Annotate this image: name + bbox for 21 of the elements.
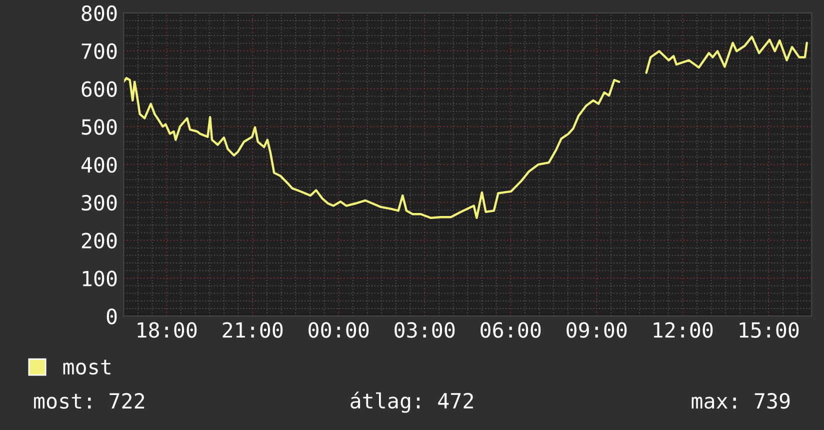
y-tick-label: 800 [82, 5, 117, 22]
text: max: 739 [692, 393, 790, 409]
y-tick-label: 500 [82, 119, 117, 135]
y-tick-label: 600 [82, 81, 117, 97]
y-tick-label: 0 [106, 308, 117, 324]
x-tick-label: 00:00 [308, 322, 369, 338]
legend-label: most [63, 360, 110, 375]
x-tick-label: 09:00 [566, 322, 627, 338]
x-tick-label: 21:00 [222, 322, 283, 338]
y-tick-label: 300 [82, 194, 117, 211]
y-tick-label: 100 [82, 270, 117, 286]
x-tick-label: 18:00 [138, 322, 197, 338]
text: most: 722 [34, 393, 144, 409]
x-tick-label: 12:00 [654, 322, 713, 338]
x-tick-label: 03:00 [394, 322, 455, 338]
y-tick-label: 200 [82, 232, 117, 249]
y-tick-label: 700 [82, 43, 117, 60]
y-tick-label: 400 [81, 156, 117, 173]
x-tick-label: 15:00 [740, 322, 799, 338]
text: átlag: 472 [350, 392, 473, 413]
x-tick-label: 06:00 [480, 322, 541, 338]
